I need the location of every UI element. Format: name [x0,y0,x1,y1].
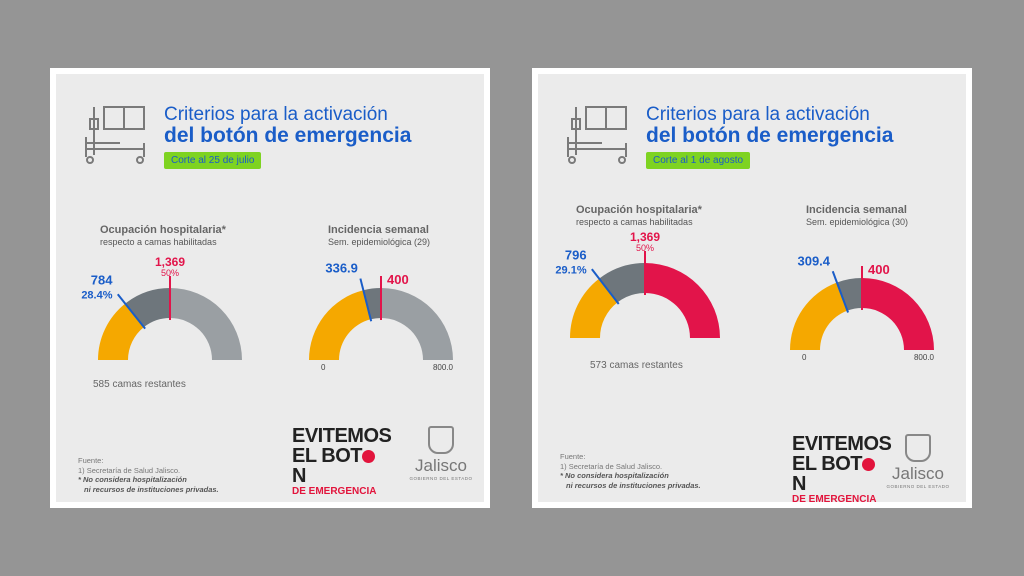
jalisco-logo: Jalisco GOBIERNO DEL ESTADO [878,434,958,489]
panel-corte-1-agosto: Criterios para la activación del botón d… [532,68,972,508]
value-pct-label: 28.4% [81,290,112,302]
corte-badge: Corte al 1 de agosto [646,152,751,169]
title-line1: Criterios para la activación [164,104,388,125]
threshold-label: 1,369 [155,255,185,269]
evitemos-logo: EVITEMOS EL BOTN DE EMERGENCIA [292,425,392,497]
value-marker [359,278,373,322]
incidencia-gauge: 309.4 400 0 800.0 [790,253,935,362]
gauge-over-threshold-arc [645,263,720,338]
gauge-value-arc [98,303,144,360]
logo-line2-a: EL BOT [292,445,362,467]
incidencia-subtitle: Sem. epidemiológica (30) [806,217,909,227]
gauge-over-threshold-arc [862,278,934,350]
value-label: 309.4 [797,253,830,268]
gauge-value-arc [570,278,618,338]
logo-line3: DE EMERGENCIA [792,494,877,505]
gauge-over-threshold-arc [381,288,453,360]
jalisco-sub: GOBIERNO DEL ESTADO [409,476,473,481]
gauge-to-threshold-arc [836,278,862,311]
fuente-label: Fuente: [560,452,586,461]
incidencia-title: Incidencia semanal [328,224,429,236]
corte-badge: Corte al 25 de julio [164,152,262,169]
panel-corte-25-julio: Criterios para la activación del botón d… [50,68,490,508]
threshold-pct-label: 50% [636,243,654,253]
title-line2: del botón de emergencia [646,124,894,147]
incidencia-title: Incidencia semanal [806,204,907,216]
hospital-bed-icon [85,106,145,164]
threshold-label: 400 [387,272,409,287]
panel-background: Criterios para la activación del botón d… [538,74,966,505]
jalisco-crest-icon [428,426,454,454]
logo-line2-b: N [792,473,806,495]
camas-restantes-label: 573 camas restantes [590,360,683,371]
ocupacion-subtitle: respecto a camas habilitadas [576,217,693,227]
incidencia-gauge: 336.9 400 0 800.0 [309,261,454,372]
title-line1: Criterios para la activación [646,104,870,125]
jalisco-name: Jalisco [892,464,944,483]
logo-line2: EL BOTN [292,446,384,486]
axis-max-label: 800.0 [433,363,454,372]
jalisco-logo: Jalisco GOBIERNO DEL ESTADO [401,426,481,481]
panel-background: Criterios para la activación del botón d… [56,74,484,502]
fuente-line1: 1) Secretaría de Salud Jalisco. [560,461,663,471]
ocupacion-subtitle: respecto a camas habilitadas [100,237,217,247]
logo-line1: EVITEMOS [792,433,892,455]
value-marker [116,293,146,330]
incidencia-subtitle: Sem. epidemiológica (29) [328,237,431,247]
gauge-to-threshold-arc [363,288,381,320]
threshold-pct-label: 50% [161,268,179,278]
logo-line2: EL BOTN [792,454,884,494]
hospital-bed-icon [567,106,627,164]
logo-line1: EVITEMOS [292,425,392,447]
fuente-note: Fuente: 1) Secretaría de Salud Jalisco. … [78,456,219,494]
camas-restantes-label: 585 camas restantes [93,379,186,390]
evitemos-logo: EVITEMOS EL BOTN DE EMERGENCIA [792,433,892,505]
value-pct-label: 29.1% [555,265,586,277]
jalisco-name: Jalisco [415,456,467,475]
value-label: 336.9 [325,261,358,276]
emergency-button-icon [361,450,375,463]
title-line2: del botón de emergencia [164,124,412,147]
value-label: 784 [91,273,113,288]
gauge-value-arc [309,290,371,360]
value-marker [831,270,850,313]
jalisco-sub: GOBIERNO DEL ESTADO [886,484,950,489]
fuente-label: Fuente: [78,456,104,465]
value-label: 796 [565,248,587,263]
emergency-button-icon [861,458,875,471]
axis-min-label: 0 [321,363,326,372]
value-marker [591,268,620,305]
jalisco-crest-icon [905,434,931,462]
axis-max-label: 800.0 [914,353,935,362]
logo-line2-b: N [292,465,306,487]
fuente-line3: ni recursos de instituciones privadas. [566,480,701,490]
fuente-note: Fuente: 1) Secretaría de Salud Jalisco. … [560,452,701,490]
threshold-label: 1,369 [630,230,660,244]
gauge-value-arc [790,282,848,350]
ocupacion-title: Ocupación hospitalaria* [100,224,226,236]
axis-min-label: 0 [802,353,807,362]
threshold-label: 400 [868,262,890,277]
ocupacion-title: Ocupación hospitalaria* [576,204,702,216]
fuente-line1: 1) Secretaría de Salud Jalisco. [78,465,181,475]
logo-line3: DE EMERGENCIA [292,486,377,497]
fuente-line2: * No considera hospitalización [78,475,187,484]
fuente-line2: * No considera hospitalización [560,471,669,480]
logo-line2-a: EL BOT [792,453,862,475]
gauge-over-threshold-arc [170,288,242,360]
fuente-line3: ni recursos de instituciones privadas. [84,484,219,494]
